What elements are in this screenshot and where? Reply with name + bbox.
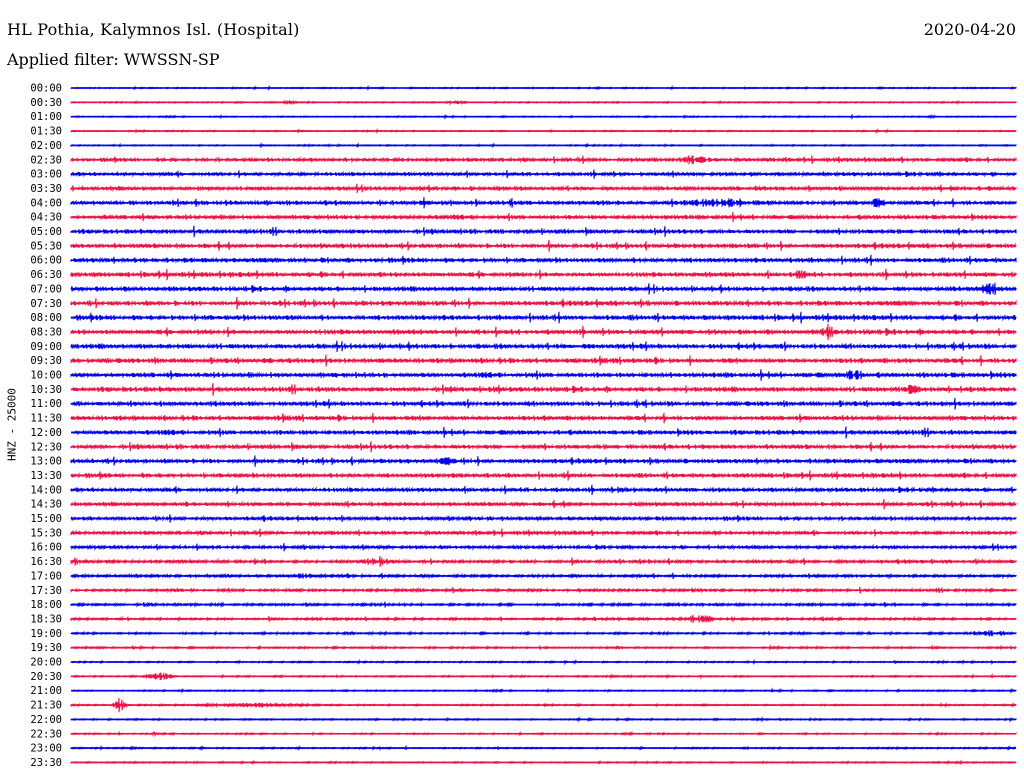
row-time-label: 00:00	[30, 83, 62, 95]
row-time-label: 07:30	[30, 298, 62, 310]
row-time-label: 03:00	[30, 169, 62, 181]
row-time-label: 23:00	[30, 743, 62, 755]
row-time-label: 19:00	[30, 628, 62, 640]
row-time-label: 13:30	[30, 470, 62, 482]
row-time-label: 18:30	[30, 613, 62, 625]
row-time-label: 00:30	[30, 97, 62, 109]
row-time-label: 11:00	[30, 398, 62, 410]
row-time-label: 13:00	[30, 456, 62, 468]
row-time-label: 03:30	[30, 183, 62, 195]
row-time-label: 18:00	[30, 599, 62, 611]
row-time-label: 17:30	[30, 585, 62, 597]
row-time-label: 02:30	[30, 154, 62, 166]
row-time-label: 07:00	[30, 283, 62, 295]
row-time-label: 08:00	[30, 312, 62, 324]
row-time-label: 14:30	[30, 499, 62, 511]
row-time-label: 11:30	[30, 413, 62, 425]
filter-label: Applied filter: WWSSN-SP	[7, 50, 220, 69]
row-time-label: 20:00	[30, 657, 62, 669]
row-time-label: 16:00	[30, 542, 62, 554]
row-time-label: 06:30	[30, 269, 62, 281]
row-time-label: 21:30	[30, 700, 62, 712]
row-time-label: 02:00	[30, 140, 62, 152]
row-time-label: 05:00	[30, 226, 62, 238]
row-time-label: 12:30	[30, 441, 62, 453]
row-time-label: 04:00	[30, 197, 62, 209]
row-time-label: 23:30	[30, 757, 62, 769]
row-time-label: 20:30	[30, 671, 62, 683]
row-time-label: 15:30	[30, 527, 62, 539]
row-time-label: 17:00	[30, 570, 62, 582]
row-time-label: 04:30	[30, 212, 62, 224]
row-time-label: 09:00	[30, 341, 62, 353]
row-time-label: 15:00	[30, 513, 62, 525]
date-label: 2020-04-20	[923, 20, 1016, 39]
row-time-label: 12:00	[30, 427, 62, 439]
row-time-label: 01:30	[30, 126, 62, 138]
row-time-label: 09:30	[30, 355, 62, 367]
row-time-label: 10:00	[30, 370, 62, 382]
row-time-label: 01:00	[30, 111, 62, 123]
station-title: HL Pothia, Kalymnos Isl. (Hospital)	[7, 20, 300, 39]
seismogram-trace	[70, 397, 1017, 410]
row-time-label: 19:30	[30, 642, 62, 654]
row-time-label: 14:00	[30, 484, 62, 496]
row-time-label: 22:30	[30, 728, 62, 740]
row-time-label: 06:00	[30, 255, 62, 267]
row-time-label: 08:30	[30, 326, 62, 338]
row-time-label: 10:30	[30, 384, 62, 396]
row-time-label: 22:00	[30, 714, 62, 726]
row-time-label: 05:30	[30, 240, 62, 252]
row-time-label: 16:30	[30, 556, 62, 568]
row-time-label: 21:00	[30, 685, 62, 697]
